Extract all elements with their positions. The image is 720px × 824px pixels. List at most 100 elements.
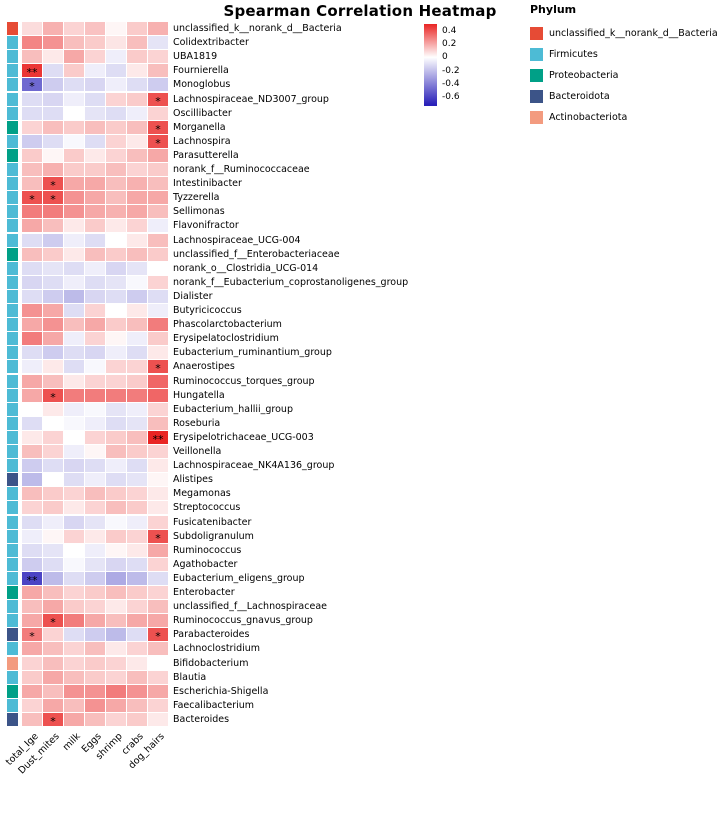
heatmap-cell: [64, 416, 85, 431]
heatmap-cell: [22, 529, 43, 544]
phylum-legend: Phylum unclassified_k__norank_d__Bacteri…: [530, 3, 718, 128]
heatmap-cell: [148, 684, 169, 699]
heatmap-cell: [148, 712, 169, 727]
heatmap-cell: [106, 642, 127, 657]
phylum-strip-cell: [7, 304, 18, 319]
heatmap-cell: [85, 233, 106, 248]
row-label: unclassified_f__Enterobacteriaceae: [173, 248, 340, 260]
heatmap-cell: [22, 50, 43, 65]
heatmap-cell: [64, 106, 85, 121]
heatmap-cell: [148, 36, 169, 51]
heatmap-cell: [127, 712, 148, 727]
heatmap-cell: [43, 233, 64, 248]
heatmap-cell: [22, 205, 43, 220]
heatmap-cell: [64, 148, 85, 163]
heatmap-cell: [127, 318, 148, 333]
heatmap-cell: [43, 374, 64, 389]
heatmap-cell: [106, 430, 127, 445]
heatmap-cell: [22, 684, 43, 699]
row-label: Lachnospiraceae_NK4A136_group: [173, 460, 335, 472]
heatmap-cell: [148, 233, 169, 248]
heatmap-cell: [85, 106, 106, 121]
heatmap-cell: [22, 501, 43, 516]
row-label: Fusicatenibacter: [173, 516, 252, 528]
heatmap-cell: [127, 614, 148, 629]
heatmap-cell-significant: *: [22, 191, 43, 206]
heatmap-cell: [85, 289, 106, 304]
heatmap-cell-significant: **: [148, 430, 169, 446]
heatmap-cell: [127, 346, 148, 361]
heatmap-cell: [148, 515, 169, 530]
row-label: Streptococcus: [173, 502, 241, 514]
heatmap-cell: [85, 177, 106, 192]
heatmap-cell: [22, 712, 43, 727]
heatmap-cell: [43, 134, 64, 149]
legend-entry: Proteobacteria: [530, 65, 718, 86]
heatmap-cell-significant: *: [43, 191, 64, 206]
heatmap-cell: [22, 670, 43, 685]
row-label: norank_o__Clostridia_UCG-014: [173, 262, 319, 274]
heatmap-cell: [85, 92, 106, 107]
heatmap-cell: [106, 374, 127, 389]
heatmap-cell: [22, 600, 43, 615]
heatmap-cell: [127, 642, 148, 657]
heatmap-cell: [127, 430, 148, 445]
heatmap-cell: [148, 501, 169, 516]
heatmap-cell: [43, 600, 64, 615]
heatmap-cell: [106, 106, 127, 121]
heatmap-cell: [106, 134, 127, 149]
row-label: Eubacterium_hallii_group: [173, 403, 293, 415]
heatmap-cell: [127, 332, 148, 347]
heatmap-cell: [106, 191, 127, 206]
heatmap-cell: [43, 261, 64, 276]
phylum-strip-cell: [7, 134, 18, 149]
heatmap-cell: [127, 36, 148, 51]
legend-entries: unclassified_k__norank_d__Bacteria Firmic…: [530, 23, 718, 128]
heatmap-cell-significant: *: [22, 78, 43, 93]
heatmap-cell: [64, 332, 85, 347]
heatmap-cell: [43, 473, 64, 488]
heatmap-cell: [43, 557, 64, 572]
phylum-strip-cell: [7, 177, 18, 192]
heatmap-cell-significant: *: [148, 628, 169, 643]
heatmap-cell: [106, 233, 127, 248]
heatmap-cell: [148, 191, 169, 206]
heatmap-cell: [127, 670, 148, 685]
heatmap-cell: [85, 64, 106, 79]
phylum-strip-cell: [7, 388, 18, 403]
heatmap-cell: [64, 120, 85, 135]
heatmap-cell: [148, 416, 169, 431]
legend-entry: Bacteroidota: [530, 86, 718, 107]
phylum-strip-cell: [7, 642, 18, 657]
heatmap-cell: [127, 459, 148, 474]
heatmap-cell: [64, 571, 85, 586]
heatmap-cell: [85, 430, 106, 445]
phylum-strip-cell: [7, 402, 18, 417]
legend-entry: Actinobacteriota: [530, 107, 718, 128]
phylum-strip-cell: [7, 445, 18, 460]
heatmap-cell: [148, 318, 169, 333]
heatmap-cell: [43, 360, 64, 375]
heatmap-cell: [106, 586, 127, 601]
heatmap-cell: [106, 557, 127, 572]
heatmap-cell: [43, 163, 64, 178]
row-label: Roseburia: [173, 417, 221, 429]
heatmap-cell: [106, 360, 127, 375]
heatmap-cell: [127, 106, 148, 121]
colorbar-tick-label: -0.4: [442, 78, 460, 89]
heatmap-cell: [22, 360, 43, 375]
heatmap-cell: [85, 374, 106, 389]
row-label: Fournierella: [173, 65, 229, 77]
heatmap-cell: [22, 374, 43, 389]
phylum-strip-cell: [7, 684, 18, 699]
heatmap-cell: [85, 275, 106, 290]
row-label: Eubacterium_eligens_group: [173, 572, 305, 584]
legend-label: Firmicutes: [549, 49, 598, 60]
heatmap-cell: [85, 445, 106, 460]
row-label: Butyricicoccus: [173, 305, 242, 316]
heatmap-cell: [106, 219, 127, 234]
heatmap-cell: [127, 120, 148, 135]
chart-title: Spearman Correlation Heatmap: [223, 2, 497, 20]
row-label: Faecalibacterium: [173, 699, 255, 711]
heatmap-cell: [148, 698, 169, 713]
